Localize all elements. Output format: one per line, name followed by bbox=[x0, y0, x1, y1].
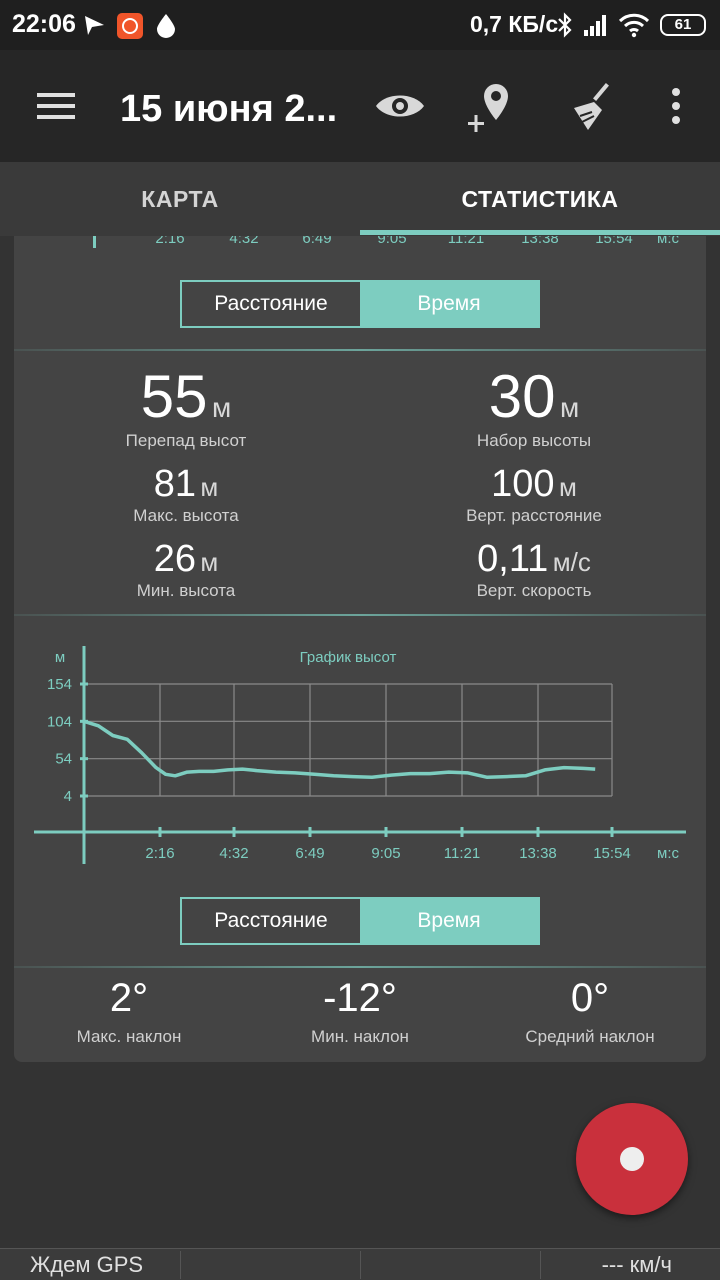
previous-chart-x-unit: м:с bbox=[657, 236, 679, 247]
slope-value: -12° bbox=[323, 976, 397, 1020]
status-bar: 22:06 0,7 КБ/с 61 bbox=[0, 0, 720, 50]
stat-value: 55 bbox=[140, 363, 208, 430]
stat-value: 100 bbox=[491, 463, 555, 505]
stat-unit: м bbox=[559, 392, 580, 423]
stat-avg-slope: 0° Средний наклон bbox=[475, 976, 705, 1047]
divider bbox=[14, 614, 706, 616]
chart-title: График высот bbox=[300, 649, 397, 666]
stat-value: 0,11 bbox=[477, 538, 549, 580]
time-toggle-button[interactable]: Время bbox=[360, 282, 538, 326]
stat-value: 26 bbox=[153, 538, 196, 580]
y-tick-label: 154 bbox=[47, 676, 72, 693]
stat-label: Макс. высота bbox=[133, 506, 239, 525]
stat-unit: м/с bbox=[552, 547, 591, 577]
y-axis-unit: м bbox=[55, 649, 65, 666]
distance-toggle-button[interactable]: Расстояние bbox=[214, 909, 328, 932]
y-tick-label: 4 bbox=[64, 788, 72, 805]
previous-chart-x-tick-label: 4:32 bbox=[229, 236, 258, 247]
statistics-card: 2:16 4:32 6:49 9:05 11:21 13:38 15:54 м:с Расст… bbox=[14, 236, 706, 1062]
tab-statistics[interactable]: СТАТИСТИКА bbox=[461, 186, 619, 212]
x-tick-label: 6:49 bbox=[295, 845, 324, 862]
stat-unit: м bbox=[200, 472, 219, 502]
record-button[interactable] bbox=[576, 1103, 688, 1215]
y-tick-label: 54 bbox=[55, 751, 72, 768]
stat-label: Верт. скорость bbox=[476, 581, 592, 600]
previous-chart-x-tick-label: 13:38 bbox=[521, 236, 559, 247]
distance-toggle-button[interactable]: Расстояние bbox=[214, 292, 328, 315]
previous-chart-x-tick-label: 9:05 bbox=[377, 236, 406, 247]
page-title: 15 июня 2... bbox=[120, 88, 338, 130]
wifi-icon bbox=[618, 13, 650, 38]
x-tick-label: 4:32 bbox=[219, 845, 248, 862]
stat-unit: м bbox=[211, 392, 232, 423]
tab-bar: КАРТА СТАТИСТИКА bbox=[0, 162, 720, 236]
separator bbox=[180, 1251, 181, 1279]
stat-label: Перепад высот bbox=[125, 431, 247, 450]
slope-value: 0° bbox=[570, 976, 610, 1020]
stat-min-altitude: 26 м Мин. высота bbox=[36, 538, 336, 601]
gps-status: Ждем GPS bbox=[30, 1252, 144, 1277]
previous-chart-x-tick-label: 6:49 bbox=[302, 236, 331, 247]
x-tick-label: 2:16 bbox=[145, 845, 174, 862]
x-axis-unit: м:с bbox=[657, 845, 679, 862]
separator bbox=[540, 1251, 541, 1279]
previous-chart-x-tick-label: 15:54 bbox=[595, 236, 633, 247]
x-tick-label: 15:54 bbox=[593, 845, 631, 862]
x-tick-label: 13:38 bbox=[519, 845, 557, 862]
time-toggle-button[interactable]: Время bbox=[360, 899, 538, 943]
y-tick-label: 104 bbox=[47, 713, 72, 730]
broom-icon[interactable] bbox=[566, 80, 618, 132]
elevation-series-line bbox=[83, 719, 596, 780]
slope-value: 2° bbox=[109, 976, 149, 1020]
slope-label: Средний наклон bbox=[525, 1027, 655, 1046]
stat-elevation-drop: 55 м Перепад высот bbox=[36, 362, 336, 451]
add-location-icon[interactable] bbox=[466, 82, 518, 134]
divider bbox=[14, 349, 706, 351]
network-speed: 0,7 КБ/с bbox=[470, 11, 559, 37]
water-drop-icon bbox=[157, 14, 175, 38]
stat-label: Набор высоты bbox=[476, 431, 592, 450]
previous-chart-x-tick-label: 2:16 bbox=[155, 236, 184, 247]
x-axis-mode-toggle-2: Расстояние Время bbox=[180, 897, 540, 945]
stat-min-slope: -12° Мин. наклон bbox=[245, 976, 475, 1047]
stat-unit: м bbox=[200, 547, 219, 577]
battery-indicator: 61 bbox=[660, 14, 706, 36]
menu-icon[interactable] bbox=[36, 90, 76, 122]
record-dot-icon bbox=[620, 1147, 644, 1171]
previous-chart-axis-line bbox=[93, 236, 96, 248]
stat-unit: м bbox=[558, 472, 577, 502]
stat-value: 81 bbox=[153, 463, 196, 505]
chart-grid bbox=[84, 683, 613, 797]
stat-max-slope: 2° Макс. наклон bbox=[14, 976, 244, 1047]
stat-vertical-distance: 100 м Верт. расстояние bbox=[384, 463, 684, 526]
divider bbox=[14, 966, 706, 968]
status-time: 22:06 bbox=[12, 10, 76, 38]
app-notification-icon bbox=[117, 13, 143, 39]
previous-chart-axis: 2:16 4:32 6:49 9:05 11:21 13:38 15:54 м:с bbox=[93, 236, 679, 248]
x-tick-label: 11:21 bbox=[444, 845, 480, 862]
notification-bird-icon bbox=[85, 16, 104, 35]
stat-elevation-gain: 30 м Набор высоты bbox=[384, 362, 684, 451]
more-vert-icon[interactable] bbox=[668, 86, 684, 126]
stat-value: 30 bbox=[488, 363, 556, 430]
elevation-chart[interactable]: График высот м м:с 154 104 54 4 2:16 4:32 6:49… bbox=[14, 634, 706, 874]
stat-label: Верт. расстояние bbox=[466, 506, 602, 525]
speed-readout: --- км/ч bbox=[601, 1252, 672, 1277]
stat-max-altitude: 81 м Макс. высота bbox=[36, 463, 336, 526]
slope-label: Мин. наклон bbox=[311, 1027, 409, 1046]
tab-indicator bbox=[360, 230, 720, 235]
x-axis-mode-toggle: Расстояние Время bbox=[180, 280, 540, 328]
x-tick-label: 9:05 bbox=[371, 845, 400, 862]
bluetooth-icon bbox=[558, 12, 572, 38]
slope-label: Макс. наклон bbox=[76, 1027, 182, 1046]
eye-icon[interactable] bbox=[374, 90, 426, 122]
app-bar: 15 июня 2... bbox=[0, 50, 720, 162]
stat-label: Мин. высота bbox=[136, 581, 236, 600]
bottom-status-bar: Ждем GPS --- км/ч bbox=[0, 1248, 720, 1280]
previous-chart-x-tick-label: 11:21 bbox=[448, 236, 484, 247]
signal-icon bbox=[584, 15, 606, 36]
separator bbox=[360, 1251, 361, 1279]
stat-vertical-speed: 0,11 м/с Верт. скорость bbox=[384, 538, 684, 601]
tab-map[interactable]: КАРТА bbox=[141, 186, 219, 212]
